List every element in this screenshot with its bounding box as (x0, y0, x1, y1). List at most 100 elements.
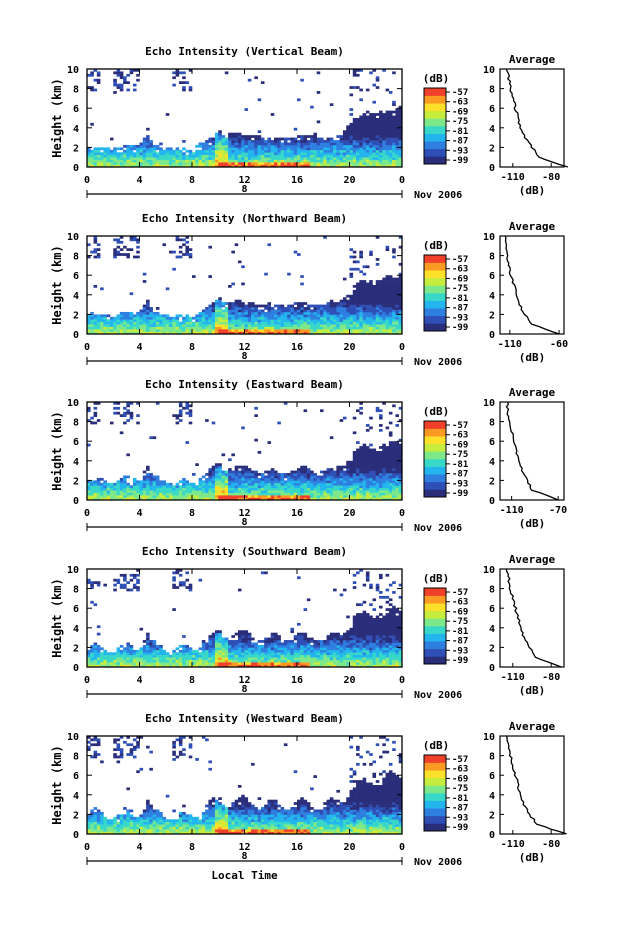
heatmap-cell (214, 140, 219, 143)
heatmap-cell (379, 473, 383, 476)
heatmap-cell (385, 135, 390, 138)
heatmap-cell (329, 492, 334, 496)
heatmap-cell (257, 644, 262, 648)
heatmap-cell (398, 277, 403, 281)
heatmap-cell (178, 662, 183, 665)
heatmap-cell (362, 473, 367, 476)
heatmap-cell (231, 482, 235, 486)
heatmap-cell (192, 154, 196, 158)
heatmap-cell (214, 149, 219, 153)
heatmap-cell (195, 664, 199, 668)
heatmap-cell (323, 154, 327, 158)
heatmap-cell (303, 152, 308, 156)
heatmap-cell (277, 321, 281, 325)
heatmap-cell (362, 311, 367, 315)
heatmap-cell (126, 649, 130, 653)
colorbar-swatch (424, 474, 446, 483)
heatmap-cell (260, 137, 265, 141)
heatmap-cell (139, 309, 144, 313)
heatmap-cell (264, 319, 268, 323)
heatmap-cell (195, 324, 199, 327)
heatmap-cell (178, 657, 183, 660)
heatmap-cell (290, 307, 295, 310)
heatmap-cell (257, 311, 262, 315)
heatmap-cell (362, 458, 367, 462)
heatmap-cell (339, 482, 344, 486)
heatmap-cell (362, 144, 367, 148)
heatmap-cell (356, 144, 360, 148)
heatmap-cell (123, 654, 127, 658)
heatmap-cell (126, 644, 130, 648)
heatmap-cell (382, 470, 386, 474)
heatmap-cell (277, 477, 281, 481)
heatmap-cell (178, 569, 183, 572)
heatmap-cell (218, 304, 222, 308)
heatmap-cell (93, 406, 98, 410)
heatmap-cell (123, 149, 127, 153)
heatmap-cell (113, 485, 117, 489)
heatmap-cell (113, 253, 117, 256)
heatmap-cell (356, 294, 360, 298)
heatmap-cell (398, 307, 403, 310)
heatmap-cell (326, 492, 331, 496)
heatmap-cell (116, 314, 121, 318)
heatmap-cell (149, 159, 153, 163)
heatmap-cell (116, 152, 121, 156)
heatmap-cell (352, 137, 357, 141)
heatmap-cell (274, 637, 278, 641)
heatmap-cell (198, 314, 203, 318)
heatmap-cell (221, 662, 226, 665)
heatmap-cell (303, 482, 308, 486)
heatmap-cell (398, 324, 403, 327)
heatmap-cell (310, 319, 314, 323)
heatmap-cell (297, 647, 301, 651)
heatmap-cell (313, 485, 317, 489)
heatmap-cell (293, 652, 298, 656)
heatmap-cell (385, 468, 390, 471)
heatmap-cell (297, 492, 301, 496)
heatmap-cell (198, 142, 203, 146)
heatmap-cell (267, 331, 272, 335)
heatmap-cell (287, 164, 291, 168)
heatmap-cell (385, 297, 390, 300)
heatmap-cell (372, 149, 377, 153)
heatmap-cell (214, 314, 219, 318)
heatmap-cell (126, 495, 130, 498)
heatmap-cell (231, 321, 235, 325)
heatmap-cell (175, 659, 180, 663)
heatmap-cell (119, 162, 124, 165)
heatmap-cell (398, 149, 403, 153)
heatmap-cell (359, 294, 363, 298)
heatmap-cell (257, 326, 262, 330)
heatmap-cell (100, 324, 104, 327)
heatmap-cell (247, 477, 252, 481)
heatmap-cell (319, 324, 324, 327)
heatmap-cell (346, 140, 350, 143)
heatmap-cell (237, 157, 242, 160)
heatmap-cell (103, 314, 107, 318)
heatmap-cell (231, 654, 235, 658)
heatmap-cell (231, 649, 235, 653)
heatmap-cell (106, 664, 111, 668)
heatmap-cell (382, 446, 386, 449)
heatmap-cell (244, 470, 249, 474)
heatmap-cell (113, 402, 117, 405)
heatmap-cell (182, 490, 186, 493)
heatmap-cell (126, 490, 130, 493)
heatmap-cell (359, 331, 363, 335)
heatmap-cell (247, 662, 252, 665)
heatmap-cell (218, 630, 222, 633)
heatmap-cell (234, 482, 239, 486)
heatmap-cell (260, 159, 265, 163)
heatmap-cell (90, 662, 94, 665)
heatmap-cell (142, 164, 147, 168)
heatmap-cell (382, 448, 386, 452)
heatmap-cell (365, 473, 370, 476)
colorbar-swatch (424, 451, 446, 460)
heatmap-cell (113, 331, 117, 335)
heatmap-cell (254, 642, 258, 646)
heatmap-cell (93, 664, 98, 668)
heatmap-cell (175, 492, 180, 496)
heatmap-cell (375, 78, 380, 82)
heatmap-cell (303, 654, 308, 658)
